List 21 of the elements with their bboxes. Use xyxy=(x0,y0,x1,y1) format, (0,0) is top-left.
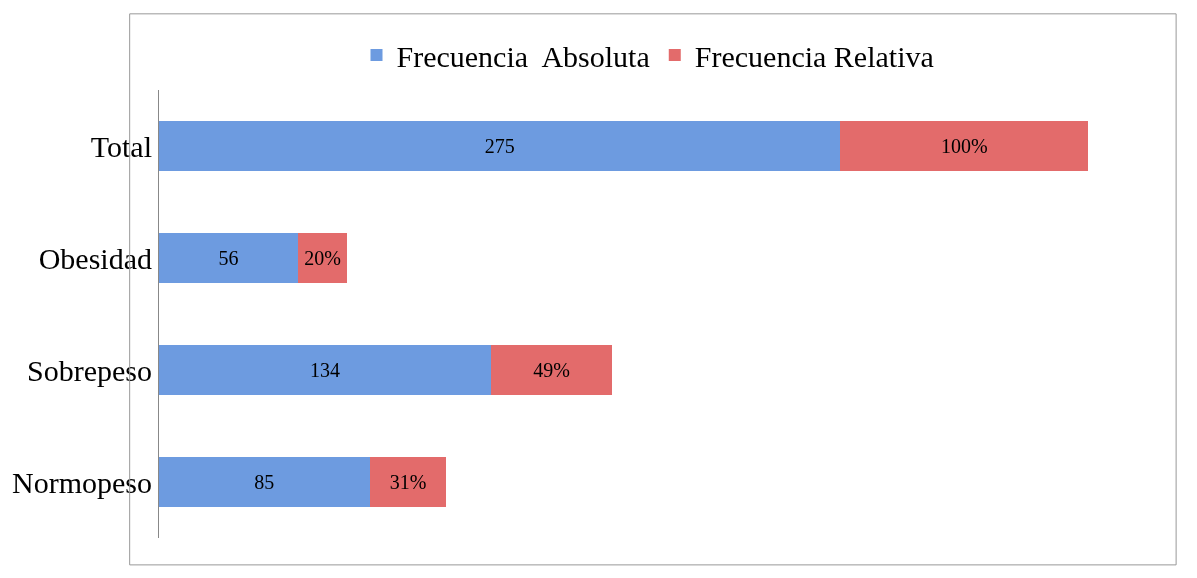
data-label: 20% xyxy=(304,247,341,269)
data-label: 275 xyxy=(484,135,515,157)
data-label: 49% xyxy=(533,359,571,381)
y-tick-label: Sobrepeso xyxy=(27,353,152,387)
bar xyxy=(159,456,370,508)
data-label: 31% xyxy=(389,471,427,493)
bar xyxy=(159,232,298,284)
data-label: 100% xyxy=(940,135,988,157)
legend-label: Frecuencia Relativa xyxy=(694,39,934,73)
y-tick-label: Normopeso xyxy=(12,465,152,499)
bar xyxy=(369,456,447,508)
bar xyxy=(491,344,613,396)
data-label: 134 xyxy=(310,359,340,381)
y-tick-label: Obesidad xyxy=(38,241,152,275)
bar xyxy=(159,344,491,396)
bar xyxy=(159,120,841,172)
bar xyxy=(840,120,1089,172)
legend-label: Frecuencia Absoluta xyxy=(396,39,650,73)
data-label: 85 xyxy=(254,471,275,493)
y-tick-label: Total xyxy=(90,129,152,163)
data-label: 56 xyxy=(218,247,239,269)
